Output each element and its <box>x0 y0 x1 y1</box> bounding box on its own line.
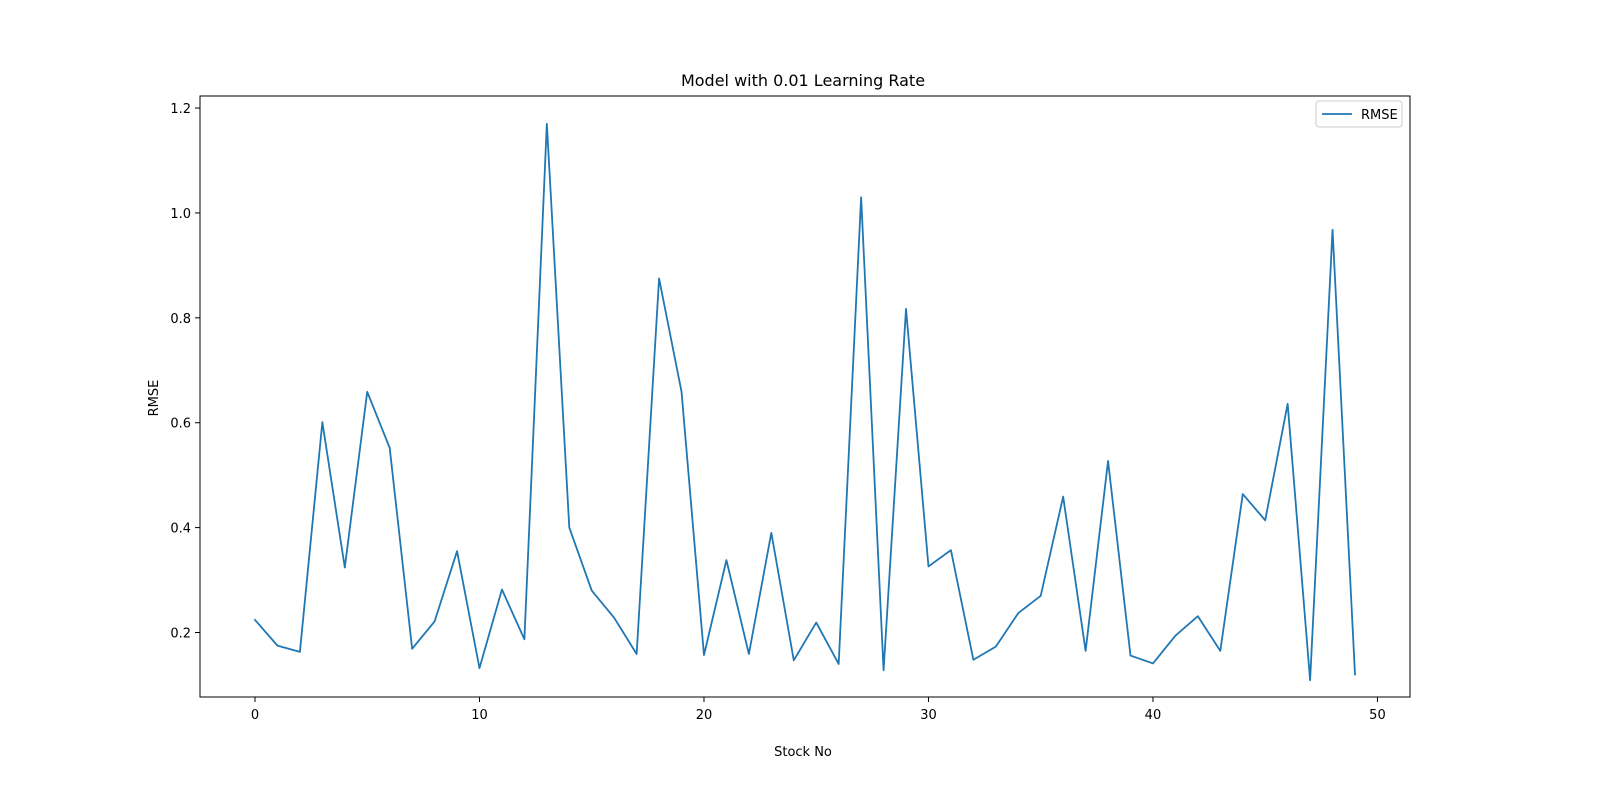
legend-label: RMSE <box>1361 108 1398 123</box>
y-tick-label: 1.2 <box>170 102 191 117</box>
chart-title: Model with 0.01 Learning Rate <box>681 71 925 90</box>
x-tick-label: 20 <box>696 708 713 723</box>
x-tick-label: 0 <box>251 708 259 723</box>
y-tick-label: 0.8 <box>170 312 191 327</box>
y-tick-label: 0.2 <box>170 626 191 641</box>
legend: RMSE <box>1315 100 1403 128</box>
x-tick-label: 10 <box>471 708 488 723</box>
x-axis-label: Stock No <box>774 745 832 760</box>
y-axis-label: RMSE <box>147 380 162 417</box>
series-line-rmse <box>253 122 1356 682</box>
plot-area: 0 10 20 30 40 50 0.2 0.4 0.6 0.8 1.0 1.2 <box>170 95 1411 723</box>
x-tick-label: 50 <box>1369 708 1386 723</box>
axes-frame <box>199 95 1411 698</box>
y-tick-label: 1.0 <box>170 207 191 222</box>
x-tick-label: 30 <box>920 708 937 723</box>
y-tick-label: 0.4 <box>170 522 191 537</box>
y-tick-label: 0.6 <box>170 417 191 432</box>
x-tick-label: 40 <box>1145 708 1162 723</box>
legend-box <box>1315 100 1403 128</box>
